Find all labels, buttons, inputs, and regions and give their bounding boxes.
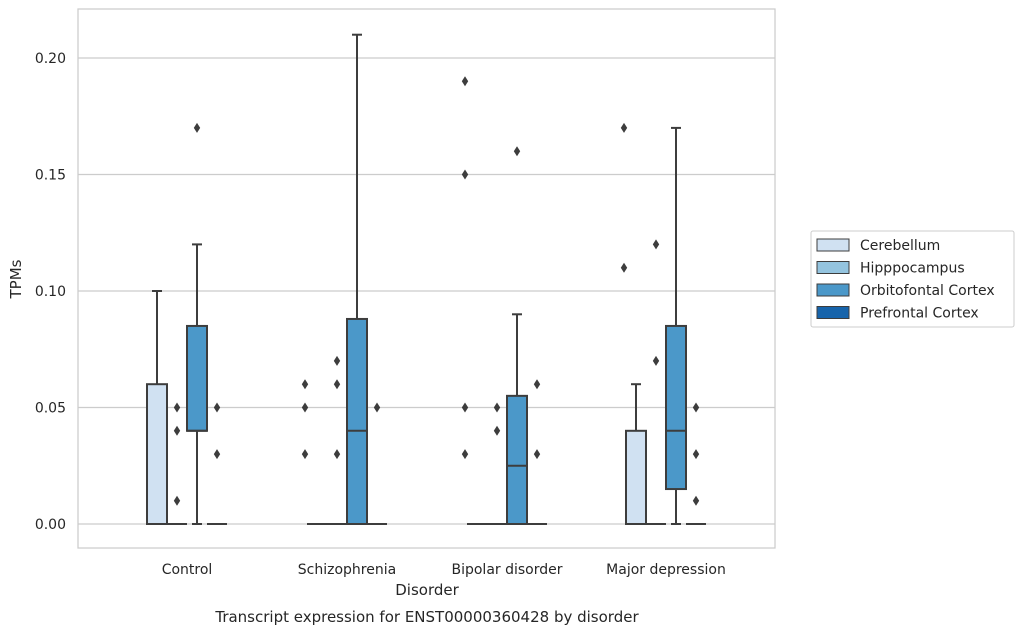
outlier-point	[301, 402, 309, 413]
legend-label: Prefrontal Cortex	[860, 306, 979, 322]
outlier-point	[213, 402, 221, 413]
legend-label: Orbitofontal Cortex	[860, 283, 995, 299]
outlier-point	[493, 402, 501, 413]
outlier-point	[692, 449, 700, 460]
outlier-point	[652, 239, 660, 250]
outlier-point	[461, 169, 469, 180]
outlier-point	[620, 122, 628, 133]
y-axis-label: TPMs	[7, 259, 25, 299]
box	[625, 429, 647, 525]
y-tick-label: 0.05	[35, 401, 66, 417]
outlier-point	[652, 355, 660, 366]
box	[665, 324, 687, 491]
outlier-point	[461, 76, 469, 87]
x-axis-label: Disorder	[395, 581, 459, 599]
box	[146, 383, 168, 526]
outlier-point	[173, 402, 181, 413]
outlier-point	[461, 402, 469, 413]
outlier-point	[692, 495, 700, 506]
outlier-point	[333, 449, 341, 460]
chart-title: Transcript expression for ENST0000036042…	[214, 608, 639, 626]
outlier-point	[513, 146, 521, 157]
outlier-point	[301, 379, 309, 390]
x-tick-label: Bipolar disorder	[451, 562, 562, 578]
y-tick-label: 0.10	[35, 284, 66, 300]
x-tick-label: Major depression	[606, 562, 726, 578]
y-tick-label: 0.15	[35, 168, 66, 184]
x-tick-label: Control	[162, 562, 213, 578]
tick-layer: 0.00 0.05 0.10 0.15 0.20 Control Schizophrenia…	[35, 51, 726, 578]
outlier-point	[533, 449, 541, 460]
box	[346, 317, 368, 525]
plot-frame	[77, 8, 776, 549]
outlier-point	[173, 495, 181, 506]
y-tick-label: 0.00	[35, 517, 66, 533]
outlier-point	[301, 449, 309, 460]
outlier-point	[493, 425, 501, 436]
legend-frame	[810, 230, 1015, 328]
legend-swatch	[816, 306, 850, 319]
legend-label: Cerebellum	[860, 238, 940, 254]
outlier-point	[692, 402, 700, 413]
outlier-point	[193, 122, 201, 133]
outlier-point	[373, 402, 381, 413]
box	[506, 394, 528, 525]
outlier-point	[333, 355, 341, 366]
box	[186, 324, 208, 432]
box-layer	[146, 33, 706, 526]
legend-swatch	[816, 283, 850, 297]
outlier-point	[173, 425, 181, 436]
outlier-point	[333, 379, 341, 390]
outlier-point	[533, 379, 541, 390]
legend-swatch	[816, 238, 850, 252]
legend: Cerebellum Hipppocampus Orbitofontal Corte…	[810, 230, 1015, 328]
outlier-point	[620, 262, 628, 273]
legend-label: Hipppocampus	[860, 261, 965, 277]
outlier-point	[461, 449, 469, 460]
legend-swatch	[816, 261, 850, 274]
y-tick-label: 0.20	[35, 51, 66, 67]
x-tick-label: Schizophrenia	[298, 562, 396, 578]
outlier-point	[213, 449, 221, 460]
